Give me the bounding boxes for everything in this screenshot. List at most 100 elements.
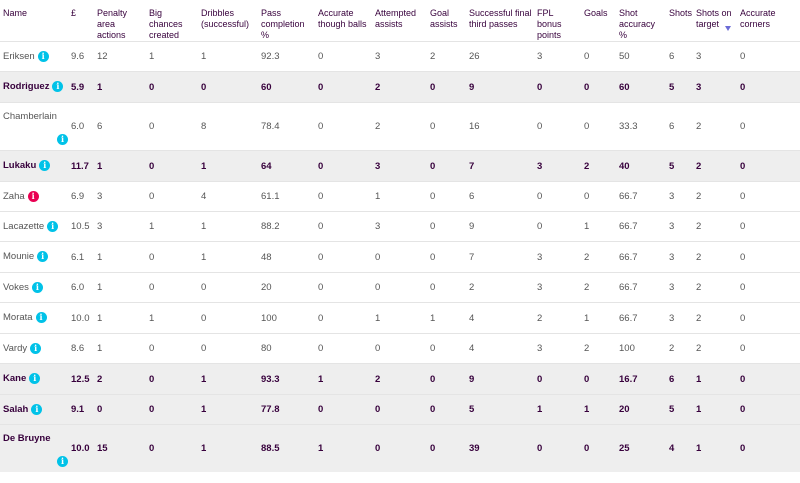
header-goals[interactable]: Goals xyxy=(584,8,608,18)
stat-cell: 0 xyxy=(198,272,258,303)
stat-cell: 0 xyxy=(737,150,800,182)
player-name[interactable]: Lukaku xyxy=(3,160,37,172)
info-icon[interactable]: i xyxy=(52,81,64,93)
player-name[interactable]: Zaha xyxy=(3,190,25,202)
stat-cell: 0 xyxy=(315,272,372,303)
info-icon[interactable]: i xyxy=(47,220,59,232)
table-row[interactable]: De Bruyne i 10.0 15 0 1 88.5 1 0 0 39 0 0 25 4 1 0 xyxy=(0,424,800,472)
stat-cell: 4 xyxy=(466,333,534,364)
player-name[interactable]: Kane xyxy=(3,373,27,385)
stats-table: Name £ Penalty area actions Big chances … xyxy=(0,0,800,472)
stat-cell: 2 xyxy=(581,272,616,303)
header-final-third-passes[interactable]: Successful final third passes xyxy=(469,8,532,29)
stat-cell: 3 xyxy=(372,41,427,72)
header-penalty-area-actions[interactable]: Penalty area actions xyxy=(97,8,128,40)
player-name[interactable]: De Bruyne xyxy=(3,433,51,444)
stat-cell: 1 xyxy=(372,181,427,212)
table-row[interactable]: Chamberlain i 6.0 6 0 8 78.4 0 2 0 16 0 0 33.3 6 2 0 xyxy=(0,102,800,151)
stat-cell: 0 xyxy=(315,102,372,151)
table-row[interactable]: Lacazette i 10.5 3 1 1 88.2 0 3 0 9 0 1 66.7 3 2 0 xyxy=(0,211,800,242)
stat-cell: 0 xyxy=(737,302,800,334)
table-row[interactable]: Vokes i 6.0 1 0 0 20 0 0 0 2 3 2 66.7 3 2 0 xyxy=(0,272,800,303)
stat-cell: 0 xyxy=(315,211,372,242)
stat-cell: 10.0 xyxy=(68,424,94,472)
table-row[interactable]: Lukaku i 11.7 1 0 1 64 0 3 0 7 3 2 40 5 2 0 xyxy=(0,150,800,182)
player-name-cell: Chamberlain i xyxy=(0,102,68,151)
player-name-cell: De Bruyne i xyxy=(0,424,68,472)
sort-desc-arrow-icon[interactable] xyxy=(725,26,731,31)
header-attempted-assists[interactable]: Attempted assists xyxy=(375,8,417,29)
stat-cell: 3 xyxy=(534,241,581,273)
stat-cell: 2 xyxy=(693,211,737,242)
stat-cell: 12.5 xyxy=(68,363,94,395)
stat-cell: 1 xyxy=(94,302,146,334)
info-icon[interactable]: i xyxy=(35,312,47,324)
stat-cell: 48 xyxy=(258,241,315,273)
header-goal-assists[interactable]: Goal assists xyxy=(430,8,458,29)
stat-cell: 0 xyxy=(427,424,466,472)
info-icon[interactable]: i xyxy=(39,160,51,172)
player-name[interactable]: Salah xyxy=(3,403,29,415)
stat-cell: 0 xyxy=(737,424,800,472)
header-dribbles[interactable]: Dribbles (successful) xyxy=(201,8,250,29)
stat-cell: 0 xyxy=(427,181,466,212)
stat-cell: 1 xyxy=(198,424,258,472)
player-name[interactable]: Rodriguez xyxy=(3,81,50,93)
header-pass-completion[interactable]: Pass completion % xyxy=(261,8,305,40)
info-icon[interactable]: i xyxy=(37,50,49,62)
stat-cell: 0 xyxy=(315,181,372,212)
stat-cell: 0 xyxy=(427,394,466,425)
header-accurate-through-balls[interactable]: Accurate though balls xyxy=(318,8,367,29)
table-row[interactable]: Morata i 10.0 1 1 0 100 0 1 1 4 2 1 66.7 3 2 0 xyxy=(0,302,800,334)
stat-cell: 0 xyxy=(315,241,372,273)
stat-cell: 20 xyxy=(258,272,315,303)
table-row[interactable]: Mounie i 6.1 1 0 1 48 0 0 0 7 3 2 66.7 3 2 0 xyxy=(0,241,800,273)
stat-cell: 0 xyxy=(581,41,616,72)
stat-cell: 0 xyxy=(534,363,581,395)
info-icon[interactable]: i xyxy=(57,455,68,467)
header-shots[interactable]: Shots xyxy=(669,8,693,18)
info-icon[interactable]: i xyxy=(30,342,42,354)
stat-cell: 1 xyxy=(534,394,581,425)
header-price[interactable]: £ xyxy=(71,8,77,18)
stat-cell: 7 xyxy=(466,241,534,273)
stat-cell: 0 xyxy=(737,333,800,364)
stat-cell: 60 xyxy=(258,71,315,103)
info-icon[interactable]: i xyxy=(31,281,43,293)
header-shots-on-target[interactable]: Shots on target xyxy=(693,0,737,42)
stat-cell: 2 xyxy=(94,363,146,395)
info-icon[interactable]: i xyxy=(29,373,41,385)
stat-cell: 9.6 xyxy=(68,41,94,72)
info-icon[interactable]: i xyxy=(57,134,68,145)
table-row[interactable]: Kane i 12.5 2 0 1 93.3 1 2 0 9 0 0 16.7 6 1 0 xyxy=(0,363,800,395)
stat-cell: 66.7 xyxy=(616,241,666,273)
info-icon[interactable]: i xyxy=(27,190,39,202)
stat-cell: 50 xyxy=(616,41,666,72)
header-accurate-corners[interactable]: Accurate corners xyxy=(740,8,776,29)
stat-cell: 1 xyxy=(581,302,616,334)
player-name[interactable]: Chamberlain xyxy=(3,111,57,122)
player-name[interactable]: Vokes xyxy=(3,281,29,293)
header-fpl-bonus-points[interactable]: FPL bonus points xyxy=(537,8,562,40)
table-row[interactable]: Vardy i 8.6 1 0 0 80 0 0 0 4 3 2 100 2 2 0 xyxy=(0,333,800,364)
table-row[interactable]: Zaha i 6.9 3 0 4 61.1 0 1 0 6 0 0 66.7 3 2 0 xyxy=(0,181,800,212)
player-name[interactable]: Vardy xyxy=(3,342,28,354)
table-row[interactable]: Eriksen i 9.6 12 1 1 92.3 0 3 2 26 3 0 50 6 3 0 xyxy=(0,41,800,72)
table-row[interactable]: Rodriguez i 5.9 1 0 0 60 0 2 0 9 0 0 60 5 3 0 xyxy=(0,71,800,103)
player-name[interactable]: Morata xyxy=(3,312,33,324)
stat-cell: 0 xyxy=(581,71,616,103)
stat-cell: 6 xyxy=(466,181,534,212)
stat-cell: 0 xyxy=(94,394,146,425)
player-name[interactable]: Eriksen xyxy=(3,50,35,62)
info-icon[interactable]: i xyxy=(37,251,49,263)
table-row[interactable]: Salah i 9.1 0 0 1 77.8 0 0 0 5 1 1 20 5 1 0 xyxy=(0,394,800,425)
stat-cell: 1 xyxy=(94,150,146,182)
stat-cell: 0 xyxy=(146,424,198,472)
info-icon[interactable]: i xyxy=(31,403,43,415)
header-shot-accuracy[interactable]: Shot accuracy % xyxy=(619,8,656,40)
player-name[interactable]: Mounie xyxy=(3,251,35,263)
player-name[interactable]: Lacazette xyxy=(3,220,45,232)
header-name[interactable]: Name xyxy=(3,8,28,18)
stat-cell: 2 xyxy=(693,333,737,364)
header-big-chances-created[interactable]: Big chances created xyxy=(149,8,183,40)
